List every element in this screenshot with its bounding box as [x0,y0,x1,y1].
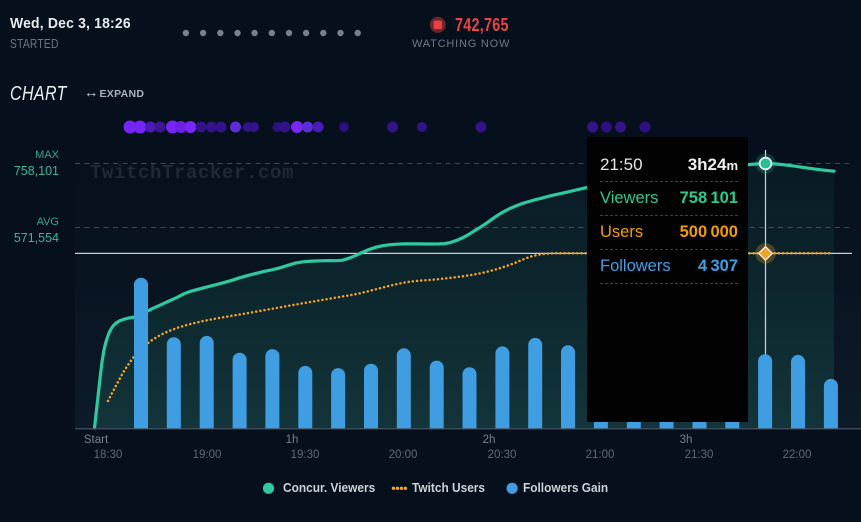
svg-text:TwitchTracker.com: TwitchTracker.com [90,162,294,184]
